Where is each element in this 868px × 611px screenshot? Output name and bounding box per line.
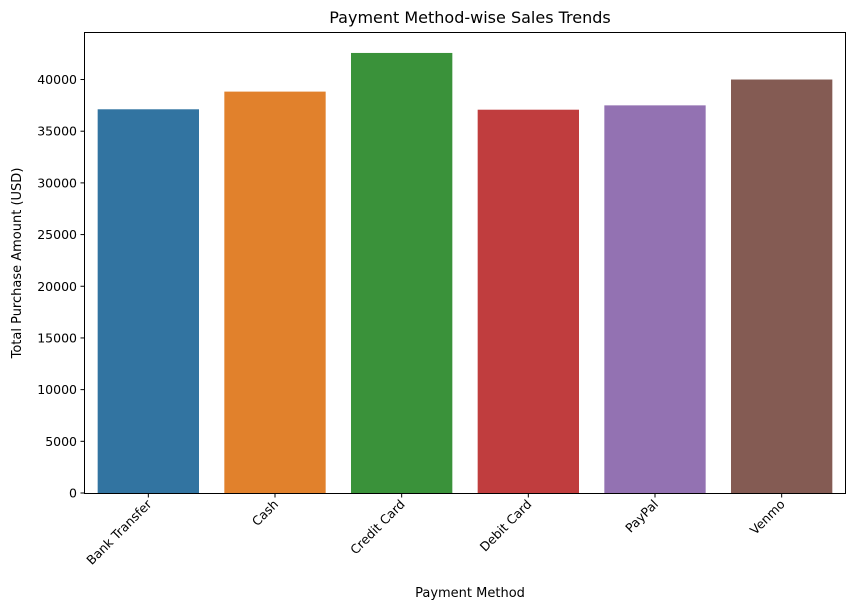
bar-paypal [604,105,706,493]
bar-debit-card [477,109,579,494]
y-tick-label: 15000 [37,330,77,345]
x-axis: Bank Transfer Cash Credit Card Debit Card Pa… [83,493,788,568]
x-tick-label: Credit Card [347,497,408,558]
y-tick-label: 30000 [37,175,77,190]
bar-bank-transfer [97,109,199,493]
x-axis-label: Payment Method [415,586,525,601]
y-tick-label: 5000 [45,434,77,449]
x-tick-label: Venmo [747,497,788,538]
y-tick-label: 10000 [37,382,77,397]
y-tick-label: 0 [69,486,77,501]
x-tick-label: PayPal [622,497,661,536]
y-axis: 0 5000 10000 15000 20000 25000 30000 35000 40000 [37,72,85,501]
y-tick-label: 35000 [37,124,77,139]
x-tick-label: Bank Transfer [83,496,155,568]
bar-venmo [731,79,833,494]
chart-title: Payment Method-wise Sales Trends [329,8,611,27]
plot-frame [84,32,846,494]
bar-credit-card [351,52,453,493]
bar-cash [224,91,326,493]
y-tick-label: 20000 [37,279,77,294]
y-tick-label: 25000 [37,227,77,242]
y-axis-label: Total Purchase Amount (USD) [10,168,25,360]
y-tick-label: 40000 [37,72,77,87]
x-tick-label: Debit Card [477,497,535,555]
x-tick-label: Cash [249,497,281,529]
bars [97,52,833,494]
